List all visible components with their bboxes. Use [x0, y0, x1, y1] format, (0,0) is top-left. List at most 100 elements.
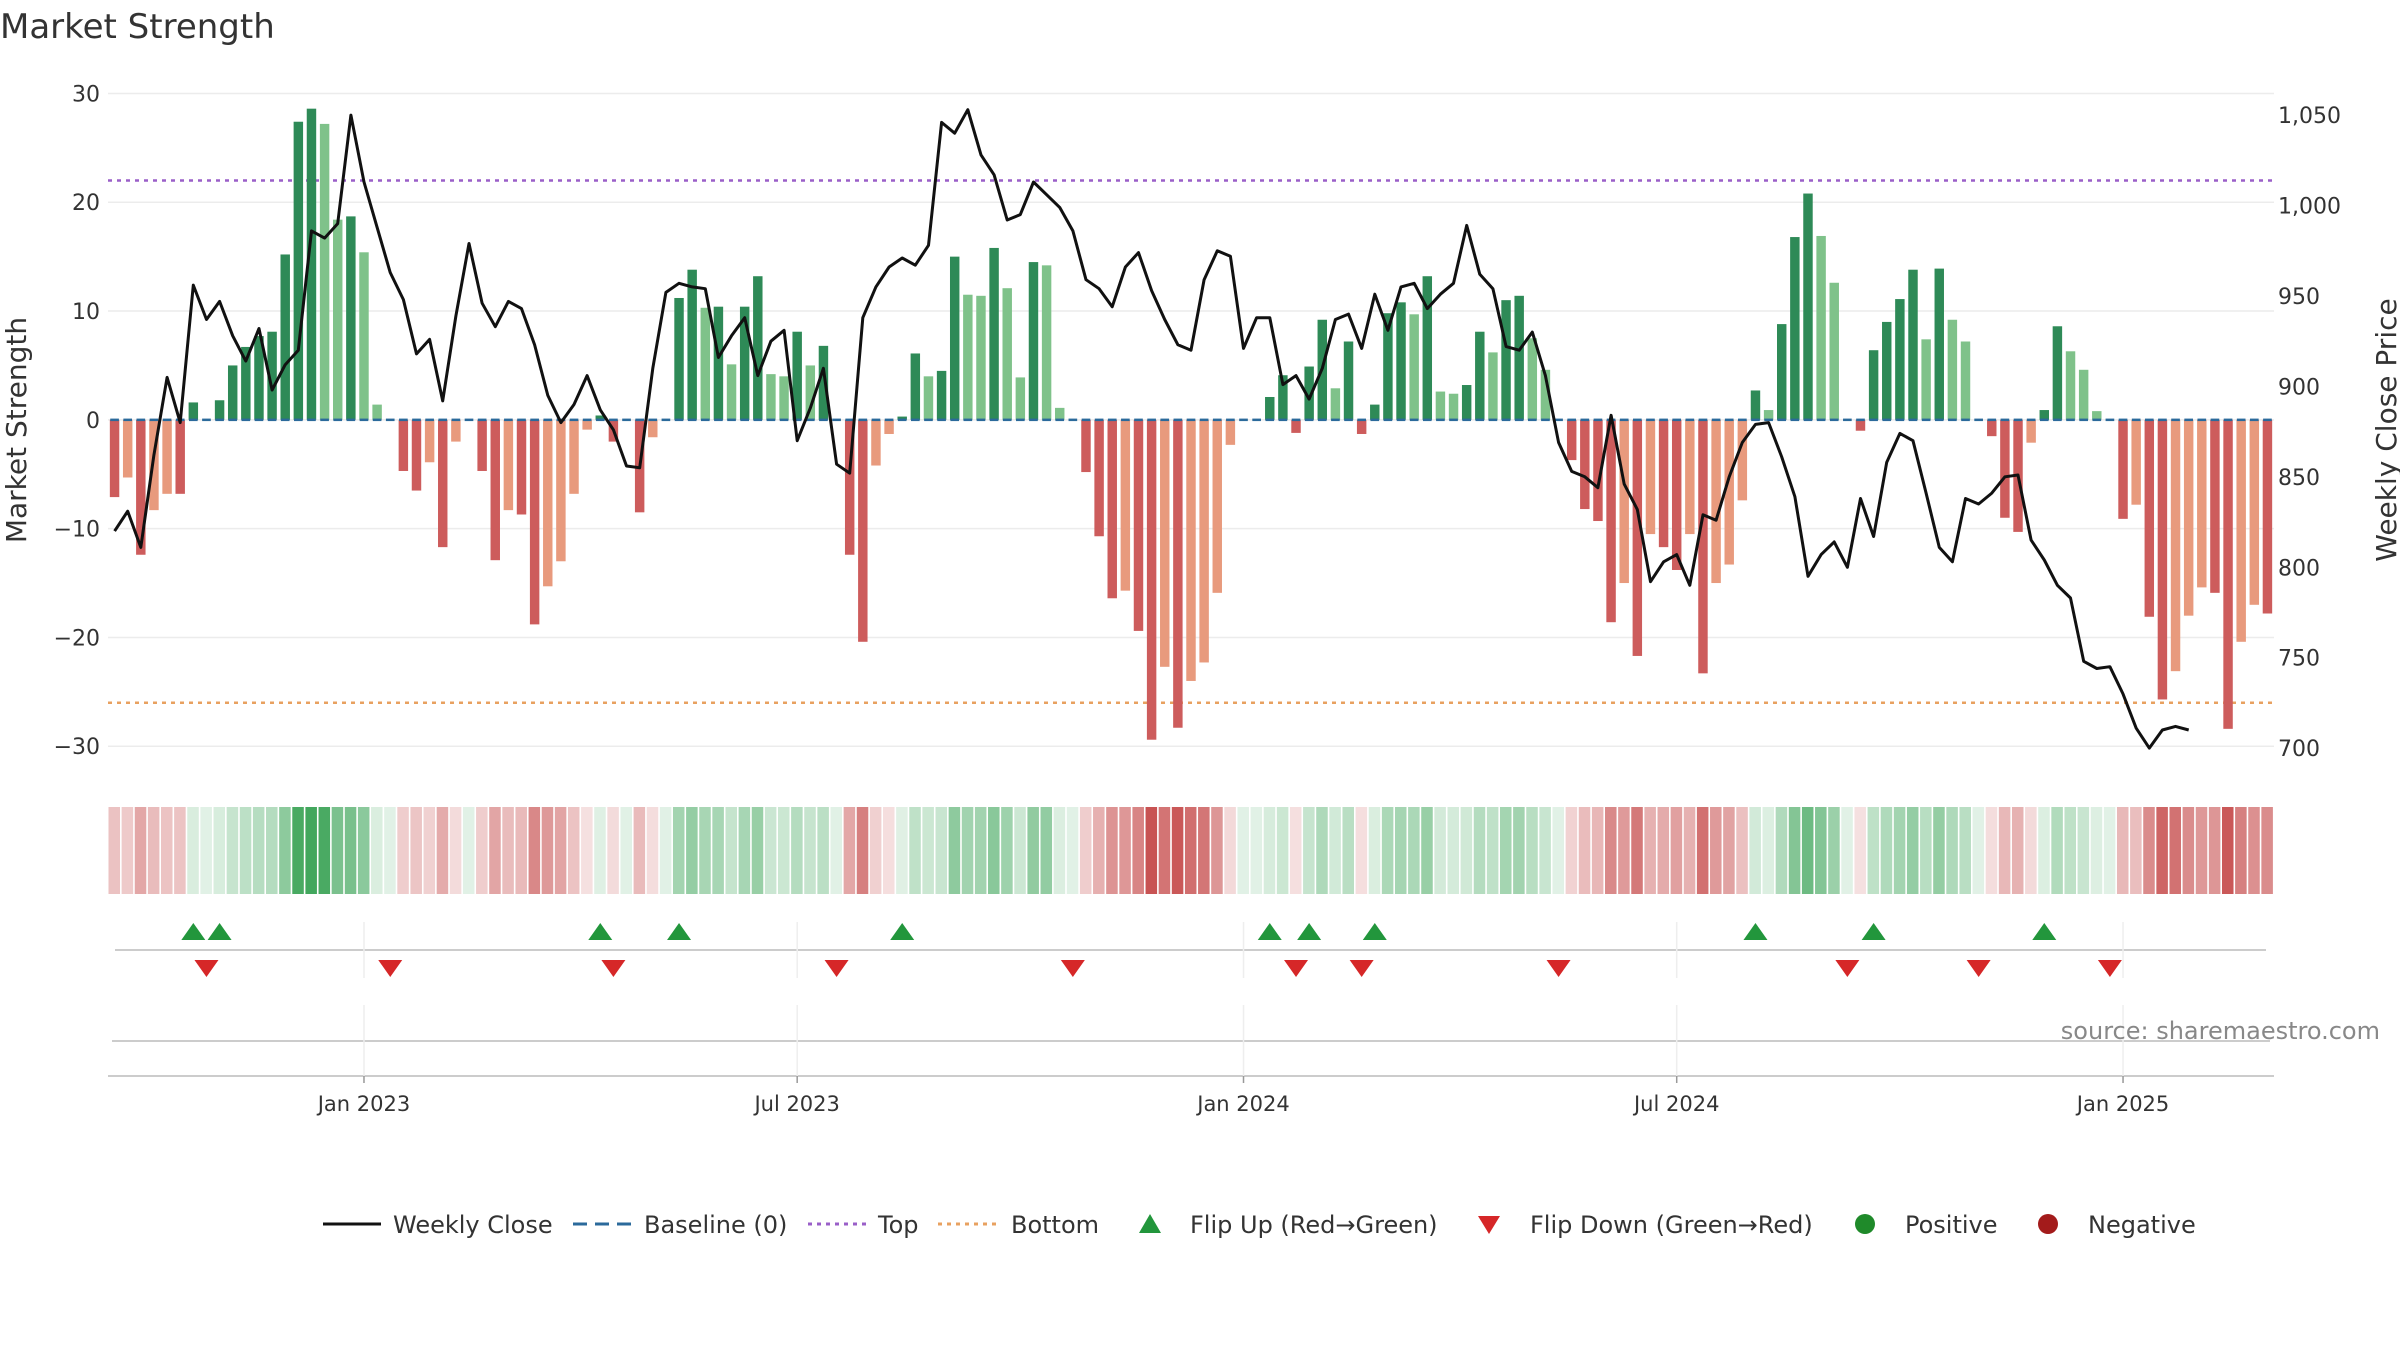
- heat-cell-89: [1276, 807, 1289, 894]
- chart-title: Market Strength: [0, 7, 275, 47]
- heat-cell-25: [436, 807, 449, 894]
- heat-cell-7: [200, 807, 212, 894]
- strength-bar-163: [2249, 419, 2260, 605]
- flip-down-marker-110: [1546, 960, 1571, 977]
- strength-bar-30: [503, 419, 514, 511]
- y2tick-label-4: 850: [2278, 466, 2320, 491]
- strength-bar-32: [529, 419, 540, 625]
- strength-bar-112: [1580, 419, 1590, 510]
- heat-cell-8: [213, 807, 226, 894]
- strength-bar-129: [1803, 193, 1813, 420]
- flip-down-marker-90: [1284, 960, 1309, 977]
- heat-cell-149: [2064, 807, 2076, 894]
- strength-bar-64: [949, 256, 960, 420]
- ytick-label-2: 10: [72, 300, 100, 325]
- strength-bar-85: [1225, 419, 1236, 445]
- heat-cell-4: [161, 807, 173, 894]
- strength-bar-94: [1343, 341, 1354, 420]
- strength-bar-91: [1304, 366, 1314, 420]
- heat-cell-102: [1447, 807, 1460, 894]
- heat-cell-128: [1788, 807, 1801, 894]
- strength-bar-96: [1370, 404, 1380, 420]
- heat-cell-69: [1014, 807, 1026, 894]
- legend: Weekly Close Baseline (0) Top Bottom Fli…: [323, 1211, 2196, 1239]
- heat-cell-6: [187, 807, 199, 894]
- heat-cell-77: [1119, 807, 1131, 894]
- heat-cell-5: [174, 807, 186, 894]
- strength-bar-139: [1934, 268, 1944, 420]
- heat-cell-29: [489, 807, 501, 894]
- heat-cell-63: [935, 807, 948, 894]
- heat-cell-35: [567, 807, 580, 894]
- heat-cell-19: [357, 807, 370, 894]
- flip-down-marker-55: [824, 960, 849, 977]
- heat-cell-121: [1696, 807, 1709, 894]
- heat-cell-147: [2038, 807, 2050, 894]
- strength-bar-5: [175, 419, 185, 494]
- heat-cell-60: [896, 807, 908, 894]
- strength-bar-98: [1396, 302, 1406, 420]
- heat-cell-72: [1053, 807, 1066, 894]
- heat-cell-37: [594, 807, 606, 894]
- heat-cell-92: [1316, 807, 1328, 894]
- heat-cell-79: [1145, 807, 1158, 894]
- heat-cell-36: [581, 807, 593, 894]
- heat-cell-105: [1486, 807, 1499, 894]
- strength-bar-56: [844, 419, 855, 555]
- flip-up-marker-134: [1861, 923, 1886, 940]
- strength-bar-122: [1711, 419, 1721, 584]
- heat-cell-56: [843, 807, 856, 894]
- heat-cell-2: [134, 807, 147, 894]
- strength-bar-107: [1514, 295, 1524, 420]
- heat-cell-161: [2221, 807, 2234, 894]
- heat-cell-12: [266, 807, 278, 894]
- strength-bar-150: [2078, 369, 2089, 420]
- strength-bar-143: [1987, 419, 1997, 437]
- strength-bar-17: [333, 219, 343, 420]
- heat-cell-43: [672, 807, 685, 894]
- heat-cell-59: [883, 807, 895, 894]
- strength-bar-141: [1960, 341, 1971, 420]
- strength-bar-61: [910, 353, 921, 420]
- strength-bar-89: [1278, 375, 1288, 420]
- heat-cell-17: [331, 807, 344, 894]
- left-axis-ticks: 30 20 10 0 −10 −20 −30: [54, 82, 100, 760]
- heat-cell-61: [909, 807, 921, 894]
- flip-up-marker-125: [1743, 923, 1768, 940]
- strength-bar-37: [595, 415, 605, 420]
- strength-bar-151: [2092, 411, 2102, 420]
- heat-cell-55: [830, 807, 843, 894]
- flip-down-marker-73: [1060, 960, 1085, 977]
- strength-bar-121: [1698, 419, 1708, 674]
- strength-bar-93: [1330, 388, 1341, 420]
- heat-cell-153: [2116, 807, 2129, 894]
- heat-cell-127: [1775, 807, 1788, 894]
- strength-bar-148: [2052, 326, 2063, 420]
- strength-bar-51: [779, 376, 789, 420]
- heat-cell-71: [1040, 807, 1053, 894]
- strength-bar-104: [1475, 331, 1485, 420]
- heat-cell-28: [476, 807, 488, 894]
- heat-cell-158: [2182, 807, 2195, 894]
- strength-bar-146: [2026, 419, 2036, 443]
- strength-bar-13: [280, 254, 290, 420]
- strength-bar-9: [227, 365, 238, 420]
- strength-bar-1: [122, 419, 133, 478]
- legend-flip-up-icon: [1139, 1214, 1161, 1233]
- heat-cell-136: [1893, 807, 1906, 894]
- strength-bar-50: [766, 374, 776, 420]
- strength-bar-157: [2170, 419, 2181, 672]
- strength-bar-47: [726, 364, 737, 420]
- strength-bar-82: [1186, 419, 1196, 681]
- heat-cell-96: [1368, 807, 1381, 894]
- flip-down-marker-132: [1835, 960, 1860, 977]
- heat-cell-129: [1801, 807, 1814, 894]
- heat-cell-16: [318, 807, 331, 894]
- strength-bar-0: [109, 419, 120, 498]
- heat-cell-20: [371, 807, 383, 894]
- strength-bar-84: [1212, 419, 1222, 593]
- heat-cell-112: [1578, 807, 1591, 894]
- strength-bar-114: [1606, 419, 1616, 623]
- strength-bar-155: [2144, 419, 2155, 617]
- strength-bar-36: [582, 419, 592, 430]
